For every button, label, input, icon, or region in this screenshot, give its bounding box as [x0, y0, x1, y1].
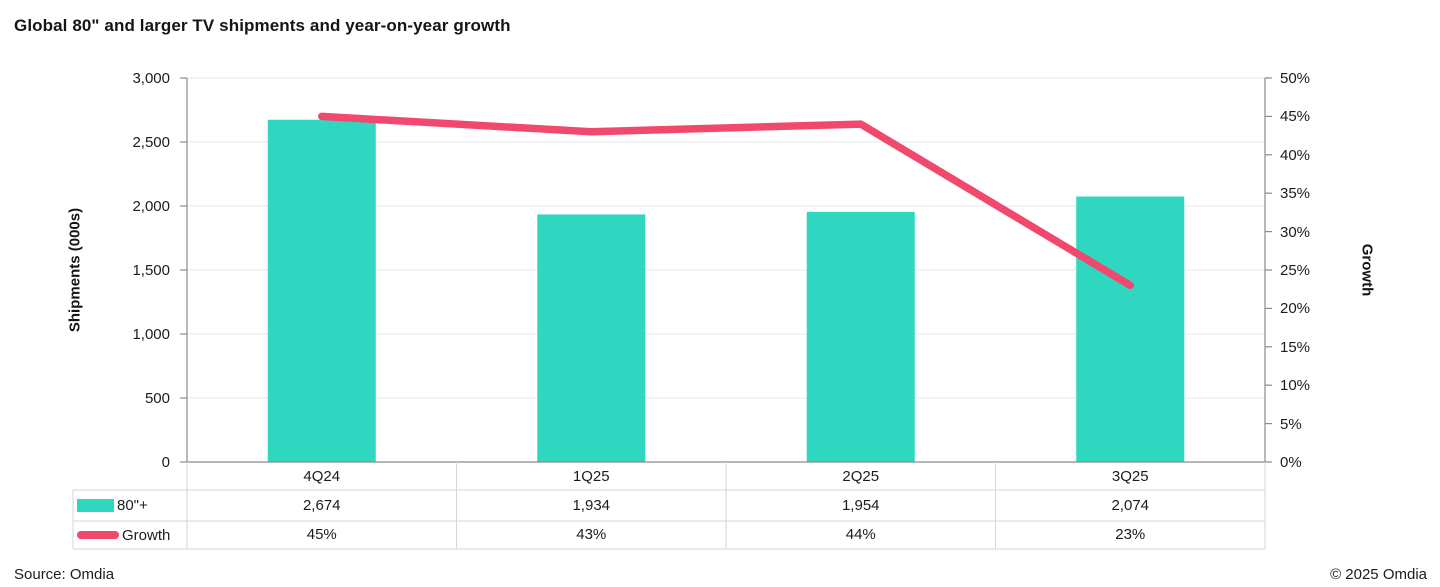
right-axis-tick-label: 35%	[1280, 185, 1311, 203]
left-axis-tick-label: 0	[161, 454, 170, 471]
left-axis-tick-label: 500	[144, 390, 170, 407]
right-axis-tick-label: 45%	[1280, 108, 1311, 126]
table-cell-80"+-1Q25: 1,934	[572, 497, 611, 514]
bar-series-swatch-icon	[77, 499, 114, 512]
table-cell-Growth-2Q25: 44%	[845, 526, 876, 543]
category-label: 4Q24	[303, 468, 341, 485]
table-cell-Growth-3Q25: 23%	[1115, 526, 1146, 543]
legend-label: 80"+	[117, 497, 148, 514]
right-axis-tick-label: 15%	[1280, 338, 1311, 356]
bar-1Q25	[537, 214, 646, 462]
table-cell-80"+-2Q25: 1,954	[841, 497, 880, 514]
left-axis-tick-label: 2,000	[132, 198, 170, 215]
left-axis-tick-label: 3,000	[132, 70, 170, 87]
table-cell-80"+-4Q24: 2,674	[302, 497, 341, 514]
category-label: 1Q25	[572, 468, 610, 485]
bar-2Q25	[806, 211, 915, 462]
right-axis-tick-label: 40%	[1280, 146, 1311, 164]
legend-label: Growth	[122, 526, 171, 544]
right-axis-tick-label: 20%	[1280, 300, 1311, 318]
bar-4Q24	[267, 119, 376, 462]
copyright-note: © 2025 Omdia	[1330, 566, 1427, 583]
right-axis-tick-label: 30%	[1280, 223, 1311, 241]
source-note: Source: Omdia	[14, 566, 115, 583]
legend-item-line: Growth	[77, 521, 186, 549]
right-axis-tick-label: 25%	[1280, 262, 1311, 279]
right-axis-tick-label: 5%	[1280, 415, 1302, 433]
legend-item-bar: 80"+	[77, 490, 186, 521]
chart-title: Global 80" and larger TV shipments and y…	[14, 16, 511, 35]
right-axis-tick-label: 50%	[1280, 70, 1311, 87]
table-cell-Growth-4Q24: 45%	[306, 526, 337, 543]
left-axis-tick-label: 1,500	[132, 262, 170, 279]
line-series-swatch-icon	[77, 531, 119, 539]
table-cell-80"+-3Q25: 2,074	[1111, 497, 1150, 514]
left-axis-tick-label: 2,500	[132, 134, 170, 151]
table-cell-Growth-1Q25: 43%	[576, 526, 607, 543]
growth-line	[318, 112, 1134, 290]
right-axis-title: Growth	[1358, 243, 1376, 297]
bar-3Q25	[1076, 196, 1185, 462]
left-axis-title: Shipments (000s)	[66, 207, 84, 333]
category-label: 2Q25	[842, 468, 880, 485]
left-axis-tick-label: 1,000	[132, 326, 170, 343]
category-label: 3Q25	[1111, 468, 1149, 485]
right-axis-tick-label: 10%	[1280, 377, 1311, 395]
right-axis-tick-label: 0%	[1280, 454, 1302, 471]
